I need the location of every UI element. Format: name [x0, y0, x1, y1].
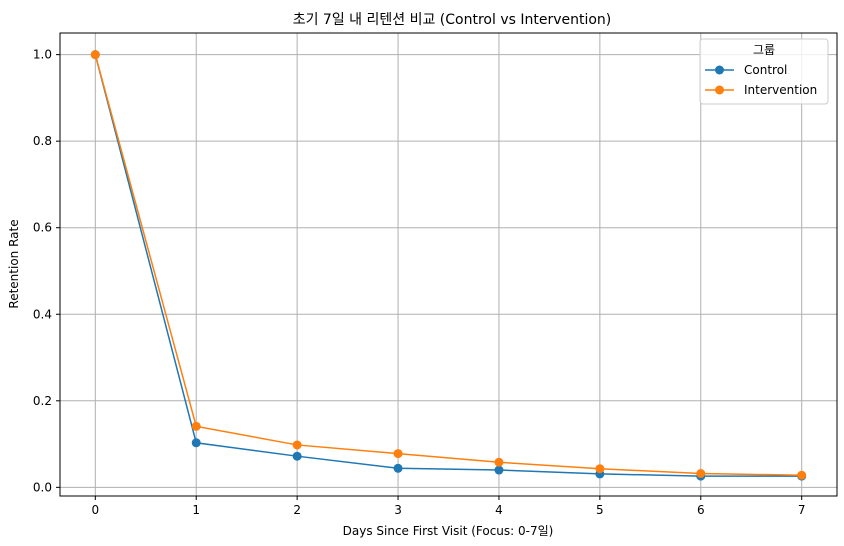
- y-tick-label: 0.8: [33, 134, 52, 148]
- data-point: [90, 50, 100, 60]
- data-point: [292, 451, 302, 461]
- y-tick-label: 1.0: [33, 48, 52, 62]
- data-point: [494, 465, 504, 475]
- data-point: [393, 449, 403, 459]
- legend-item-intervention: Intervention: [705, 83, 817, 97]
- x-tick-label: 1: [192, 503, 200, 517]
- y-tick-label: 0.4: [33, 307, 52, 321]
- x-tick-label: 7: [798, 503, 806, 517]
- y-tick-label: 0.2: [33, 394, 52, 408]
- x-tick-label: 3: [394, 503, 402, 517]
- series-line: [94, 54, 802, 477]
- plot-frame: [59, 32, 838, 497]
- series-intervention: [90, 50, 807, 480]
- series-layer: [90, 50, 807, 481]
- legend-label: Intervention: [744, 83, 817, 97]
- data-point: [595, 464, 605, 474]
- data-point: [494, 457, 504, 467]
- x-tick-label: 6: [697, 503, 705, 517]
- legend-item-control: Control: [705, 63, 787, 77]
- legend: 그룹 Control Intervention: [699, 38, 829, 105]
- chart-title: 초기 7일 내 리텐션 비교 (Control vs Intervention): [293, 12, 612, 28]
- y-tick-label: 0.0: [33, 480, 52, 494]
- legend-label: Control: [744, 63, 787, 77]
- data-point: [292, 440, 302, 450]
- data-point: [393, 463, 403, 473]
- legend-box: [699, 38, 829, 105]
- legend-marker: [715, 65, 724, 75]
- legend-title: 그룹: [753, 43, 775, 57]
- x-axis-label: Days Since First Visit (Focus: 0-7일): [343, 524, 554, 538]
- y-tick-label: 0.6: [33, 221, 52, 235]
- x-axis: 0 1 2 3 4 5 6 7: [91, 496, 806, 517]
- series-line: [94, 54, 802, 476]
- data-point: [191, 438, 201, 448]
- y-axis-label: Retention Rate: [7, 219, 21, 308]
- y-axis: 0.0 0.2 0.4 0.6 0.8 1.0: [33, 48, 60, 494]
- grid: [60, 33, 837, 496]
- x-tick-label: 2: [293, 503, 301, 517]
- x-tick-label: 0: [91, 503, 99, 517]
- data-point: [797, 470, 807, 480]
- legend-marker: [715, 85, 724, 95]
- data-point: [696, 468, 706, 478]
- data-point: [191, 421, 201, 431]
- x-tick-label: 5: [596, 503, 604, 517]
- x-tick-label: 4: [495, 503, 503, 517]
